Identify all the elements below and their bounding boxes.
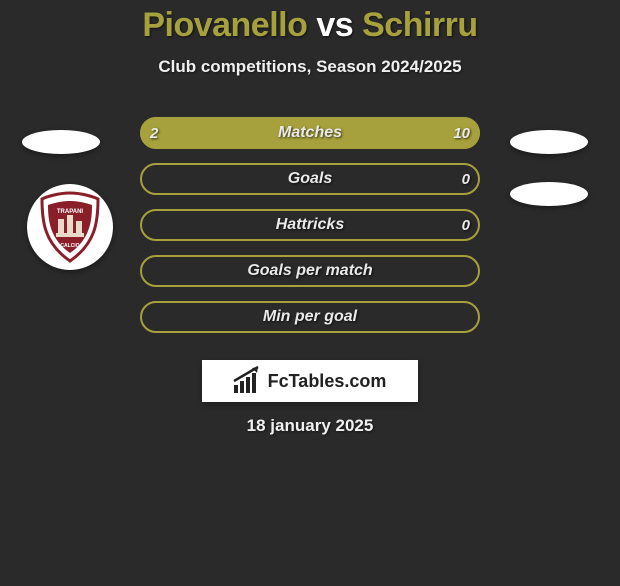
comparison-title: Piovanello vs Schirru bbox=[0, 6, 620, 45]
watermark-text: FcTables.com bbox=[268, 371, 387, 392]
vs-separator: vs bbox=[316, 6, 353, 44]
crest-shield-icon: TRAPANI CALCIO bbox=[38, 191, 102, 263]
stat-bar-row: Min per goal bbox=[140, 301, 480, 333]
placeholder-ellipse bbox=[22, 130, 100, 154]
date-label: 18 january 2025 bbox=[0, 416, 620, 436]
stat-bar-row: Hattricks0 bbox=[140, 209, 480, 241]
crest-text-top: TRAPANI bbox=[57, 209, 84, 215]
stat-bar-row: Goals0 bbox=[140, 163, 480, 195]
club-crest: TRAPANI CALCIO bbox=[27, 184, 113, 270]
player1-name: Piovanello bbox=[142, 6, 307, 44]
player2-name: Schirru bbox=[362, 6, 478, 44]
subtitle: Club competitions, Season 2024/2025 bbox=[0, 57, 620, 77]
placeholder-ellipse bbox=[510, 130, 588, 154]
watermark: FcTables.com bbox=[202, 360, 418, 402]
stat-bar-row: Matches210 bbox=[140, 117, 480, 149]
stat-bar-row: Goals per match bbox=[140, 255, 480, 287]
placeholder-ellipse bbox=[510, 182, 588, 206]
bar-chart-icon bbox=[234, 369, 262, 393]
crest-text-bottom: CALCIO bbox=[60, 243, 79, 249]
